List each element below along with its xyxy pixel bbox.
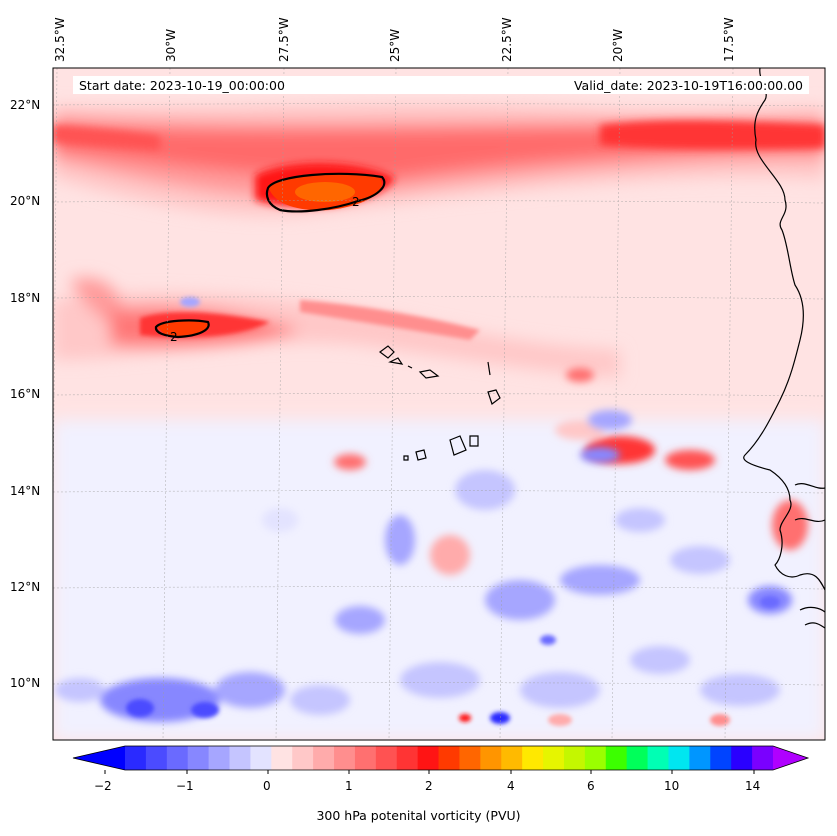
colorbar-swatch [250, 746, 272, 770]
lon-label-32-5w: 32.5°W [53, 17, 67, 62]
colorbar-tick-label: 6 [587, 779, 595, 793]
colorbar-swatch [438, 746, 460, 770]
lat-label-14n: 14°N [10, 484, 41, 498]
colorbar-swatch [752, 746, 774, 770]
colorbar-tick-label: 14 [745, 779, 761, 793]
colorbar-swatch [271, 746, 293, 770]
colorbar-tick-label: 4 [507, 779, 515, 793]
lat-label-20n: 20°N [10, 194, 41, 208]
colorbar-tick-label: 1 [345, 779, 353, 793]
lon-label-22-5w: 22.5°W [500, 17, 514, 62]
lon-label-25w: 25°W [388, 28, 402, 62]
colorbar-swatch [605, 746, 628, 770]
colorbar-swatch [125, 746, 147, 770]
colorbar-tick-label: 2 [425, 779, 433, 793]
colorbar-swatch [731, 746, 753, 770]
colorbar-swatch [501, 746, 523, 770]
colorbar-swatch [417, 746, 440, 770]
lat-label-12n: 12°N [10, 580, 41, 594]
colorbar-swatch [689, 746, 711, 770]
start-date-label: Start date: 2023-10-19_00:00:00 [79, 78, 285, 93]
map-frame [52, 67, 826, 741]
lon-label-30w: 30°W [164, 28, 178, 62]
colorbar-swatch [626, 746, 649, 770]
colorbar-swatch [480, 746, 502, 770]
colorbar-tick-label: −2 [94, 779, 112, 793]
colorbar-extend-min [73, 746, 125, 770]
pv-core-west [156, 321, 210, 336]
colorbar-title: 300 hPa potenital vorticity (PVU) [316, 808, 521, 823]
map-gridlines [53, 68, 825, 740]
lat-label-22n: 22°N [10, 98, 41, 112]
colorbar-swatch [375, 746, 398, 770]
coastline [379, 68, 825, 629]
colorbar-swatch [313, 746, 335, 770]
colorbar-swatch [145, 746, 168, 770]
pv-core-north [268, 173, 382, 211]
colorbar-tick-label: −1 [176, 779, 194, 793]
colorbar-swatch [292, 746, 314, 770]
contour-2pvu-north [265, 172, 386, 213]
colorbar-swatch [459, 746, 481, 770]
lat-label-18n: 18°N [10, 291, 41, 305]
colorbar-swatch [354, 746, 377, 770]
colorbar-swatch [584, 746, 607, 770]
colorbar-swatch [647, 746, 669, 770]
contour-label-north: 2 [352, 195, 360, 209]
colorbar-outline [72, 745, 810, 771]
colorbar-swatch [710, 746, 732, 770]
lon-label-27-5w: 27.5°W [277, 17, 291, 62]
colorbar-swatch [334, 746, 356, 770]
colorbar-tick-label: 0 [263, 779, 271, 793]
colorbar-swatch [543, 746, 565, 770]
colorbar-swatch [166, 746, 189, 770]
colorbar-swatch [208, 746, 231, 770]
info-bar: Start date: 2023-10-19_00:00:00 Valid_da… [73, 76, 809, 94]
valid-date-label: Valid_date: 2023-10-19T16:00:00.00 [573, 78, 803, 93]
colorbar-extend-max [773, 746, 808, 770]
colorbar-tick-label: 10 [664, 779, 680, 793]
colorbar-swatch [668, 746, 690, 770]
colorbar-swatch [229, 746, 251, 770]
lat-label-16n: 16°N [10, 387, 41, 401]
lat-label-10n: 10°N [10, 676, 41, 690]
colorbar [72, 745, 810, 774]
pv-field [53, 68, 825, 740]
colorbar-swatch [563, 746, 586, 770]
colorbar-swatch [396, 746, 419, 770]
lon-label-20w: 20°W [611, 28, 625, 62]
colorbar-swatch [522, 746, 544, 770]
contour-2pvu-west [154, 319, 210, 339]
colorbar-swatch [187, 746, 210, 770]
contour-label-west: 2 [170, 330, 178, 344]
lon-label-17-5w: 17.5°W [722, 17, 736, 62]
